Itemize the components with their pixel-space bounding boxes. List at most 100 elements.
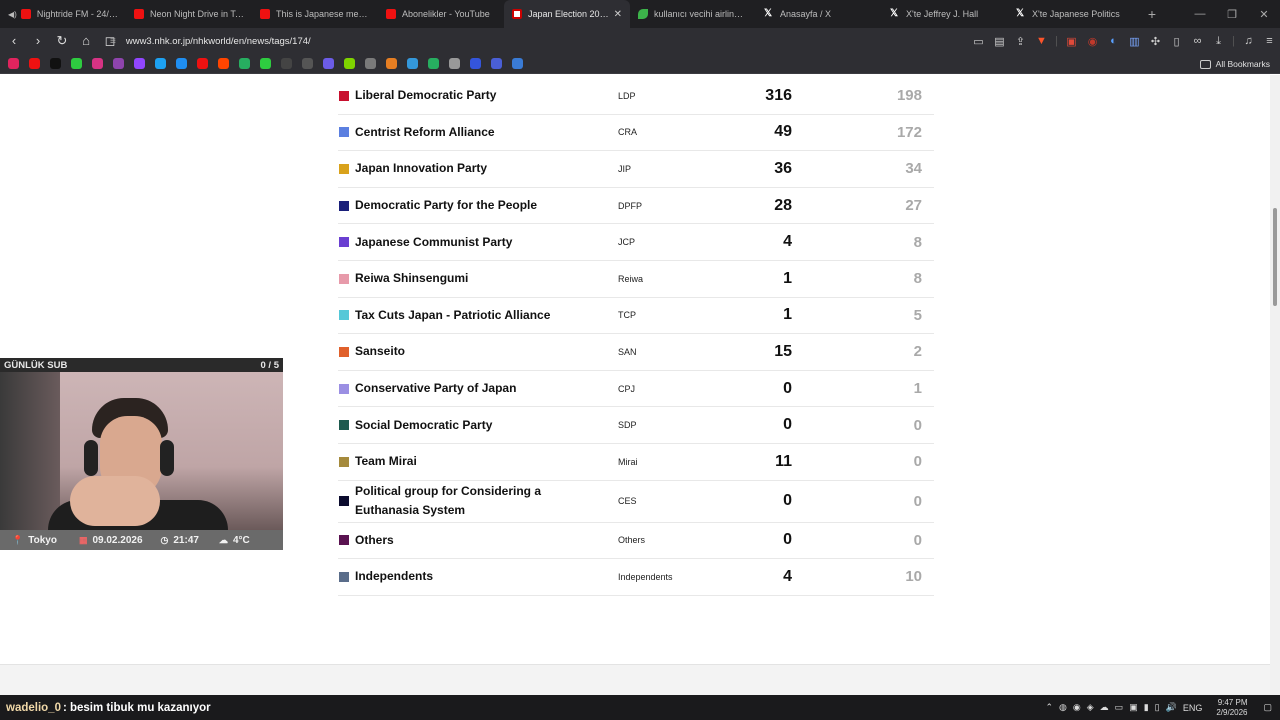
browser-tab[interactable]: Abonelikler - YouTube xyxy=(378,0,504,28)
tray-language[interactable]: ENG xyxy=(1182,702,1203,713)
previous-seats: 2 xyxy=(913,343,922,361)
audio-playing-icon[interactable]: ◀) xyxy=(8,9,17,19)
close-window-icon[interactable]: ✕ xyxy=(1259,8,1269,21)
tray-network-icon[interactable]: ▣ xyxy=(1129,702,1138,712)
tab-title: Neon Night Drive in Tokyo xyxy=(150,9,244,19)
browser-tab[interactable]: Neon Night Drive in Tokyo xyxy=(126,0,252,28)
party-abbreviation: CPJ xyxy=(618,383,636,394)
browser-tab[interactable]: 𝕏 X'te Japanese Politics xyxy=(1008,0,1134,28)
tray-chevron-icon[interactable]: ⌃ xyxy=(1045,702,1054,712)
bookmark-site-icon[interactable] xyxy=(113,58,124,69)
bookmark-site-icon[interactable] xyxy=(239,58,250,69)
dark-reader-icon[interactable]: ◐ xyxy=(1110,35,1117,47)
seats-won: 49 xyxy=(774,123,792,141)
seats-won: 1 xyxy=(783,306,792,324)
party-abbreviation: LDP xyxy=(618,90,636,101)
menu-icon[interactable]: ≡ xyxy=(1266,35,1273,47)
link-icon[interactable]: ∞ xyxy=(1193,35,1202,47)
calendar-icon: ▦ xyxy=(78,534,88,545)
bookmark-site-icon[interactable] xyxy=(449,58,460,69)
brave-shield-icon[interactable]: ▼ xyxy=(1036,35,1047,47)
scrollbar-thumb[interactable] xyxy=(1273,208,1277,306)
previous-seats: 0 xyxy=(913,453,922,471)
browser-tab[interactable]: kullanıcı vecihi airlines - e xyxy=(630,0,756,28)
chat-overlay: wadelio_0 : besim tibuk mu kazanıyor xyxy=(6,695,211,720)
all-bookmarks-button[interactable]: All Bookmarks xyxy=(1199,54,1270,74)
tray-cloud-icon[interactable]: ☁ xyxy=(1099,702,1109,712)
party-name: Others xyxy=(355,532,394,547)
reload-icon[interactable]: ↻ xyxy=(56,33,68,48)
bookmark-site-icon[interactable] xyxy=(386,58,397,69)
bookmark-site-icon[interactable] xyxy=(470,58,481,69)
previous-seats: 198 xyxy=(896,87,922,105)
bookmark-site-icon[interactable] xyxy=(407,58,418,69)
new-tab-button[interactable]: + xyxy=(1147,6,1157,22)
chat-user: wadelio_0 xyxy=(6,701,61,714)
party-row: Political group for Considering a Euthan… xyxy=(338,481,934,523)
forward-icon[interactable]: › xyxy=(35,33,41,48)
bookmark-site-icon[interactable] xyxy=(176,58,187,69)
bookmark-site-icon[interactable] xyxy=(197,58,208,69)
bookmark-site-icon[interactable] xyxy=(260,58,271,69)
tray-usb-icon[interactable]: ▯ xyxy=(1154,702,1160,712)
bookmark-site-icon[interactable] xyxy=(428,58,439,69)
taskbar-clock[interactable]: 9:47 PM 2/9/2026 xyxy=(1213,698,1250,718)
translate-icon[interactable]: ▥ xyxy=(1129,35,1140,48)
notification-icon[interactable]: ▢ xyxy=(1263,702,1272,712)
headset-right xyxy=(160,440,174,476)
streamer-hand xyxy=(70,476,160,526)
tray-app-icon[interactable]: ◈ xyxy=(1086,702,1094,712)
media-icon[interactable]: ♫ xyxy=(1244,35,1253,47)
bookmark-site-icon[interactable] xyxy=(512,58,523,69)
bookmark-site-icon[interactable] xyxy=(71,58,82,69)
browser-tab[interactable]: ◀) Nightride FM - 24/7 S xyxy=(0,0,126,28)
browser-tab[interactable]: 𝕏 Anasayfa / X xyxy=(756,0,882,28)
headset-left xyxy=(84,440,98,476)
back-icon[interactable]: ‹ xyxy=(11,33,17,48)
party-abbreviation: JCP xyxy=(618,237,636,248)
bookmark-site-icon[interactable] xyxy=(365,58,376,69)
restore-icon[interactable]: ❐ xyxy=(1227,8,1237,21)
bookmark-site-icon[interactable] xyxy=(218,58,229,69)
minimize-icon[interactable]: — xyxy=(1194,8,1206,20)
ublock-icon[interactable]: ◉ xyxy=(1087,35,1098,48)
tray-mic-icon[interactable]: ▮ xyxy=(1143,702,1149,712)
tray-steam-icon[interactable]: ◍ xyxy=(1059,702,1067,712)
extension-red-icon[interactable]: ▣ xyxy=(1066,35,1077,48)
bookmark-site-icon[interactable] xyxy=(155,58,166,69)
party-color-swatch xyxy=(339,571,349,582)
extensions-icon[interactable]: ✣ xyxy=(1150,35,1161,48)
bookmark-site-icon[interactable] xyxy=(29,58,40,69)
bookmark-site-icon[interactable] xyxy=(491,58,502,69)
leaf-icon xyxy=(638,9,648,19)
site-info-icon[interactable]: ≡ xyxy=(110,35,116,47)
tray-display-icon[interactable]: ▭ xyxy=(1114,702,1124,712)
browser-tab[interactable]: This is Japanese media xyxy=(252,0,378,28)
url-text: www3.nhk.or.jp/nhkworld/en/news/tags/174… xyxy=(125,35,311,47)
tray-discord-icon[interactable]: ◉ xyxy=(1072,702,1081,712)
browser-tab[interactable]: 𝕏 X'te Jeffrey J. Hall xyxy=(882,0,1008,28)
page-scrollbar[interactable] xyxy=(1270,75,1280,695)
close-tab-icon[interactable]: ✕ xyxy=(613,8,622,20)
cast-icon[interactable]: ▭ xyxy=(973,35,984,48)
bookmark-site-icon[interactable] xyxy=(344,58,355,69)
time-text: 21:47 xyxy=(173,534,199,546)
share-icon[interactable]: ⇪ xyxy=(1015,35,1026,48)
sidebar-icon[interactable]: ▯ xyxy=(1173,35,1180,48)
bookmark-site-icon[interactable] xyxy=(134,58,145,69)
party-name: Social Democratic Party xyxy=(355,417,493,432)
bookmark-site-icon[interactable] xyxy=(323,58,334,69)
home-icon[interactable]: ⌂ xyxy=(82,33,90,48)
download-icon[interactable]: ⤓ xyxy=(1216,34,1221,47)
party-color-swatch xyxy=(339,200,349,211)
bookmark-site-icon[interactable] xyxy=(302,58,313,69)
url-field[interactable]: ≡ www3.nhk.or.jp/nhkworld/en/news/tags/1… xyxy=(110,31,970,51)
bookmark-icon[interactable]: ◻ xyxy=(104,33,116,48)
bookmark-site-icon[interactable] xyxy=(50,58,61,69)
tray-volume-icon[interactable]: 🔊 xyxy=(1165,702,1177,712)
bookmark-site-icon[interactable] xyxy=(281,58,292,69)
bookmark-site-icon[interactable] xyxy=(92,58,103,69)
reader-icon[interactable]: ▤ xyxy=(994,35,1005,48)
bookmark-site-icon[interactable] xyxy=(8,58,19,69)
browser-tab[interactable]: Japan Election 2026: I ✕ xyxy=(504,0,630,28)
